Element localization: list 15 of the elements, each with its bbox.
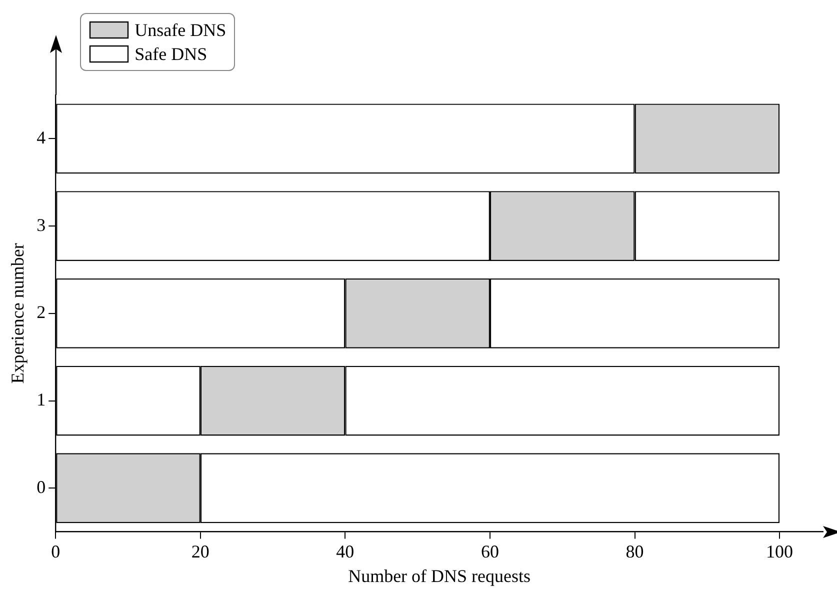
- x-tick-label: 100: [766, 541, 794, 562]
- x-tick-label: 40: [336, 541, 354, 562]
- x-tick-label: 20: [191, 541, 210, 562]
- x-tick-label: 80: [626, 541, 644, 562]
- x-tick-label: 60: [480, 541, 499, 562]
- x-tick-label: 0: [51, 541, 60, 562]
- y-tick-label: 0: [36, 476, 46, 497]
- y-axis-title: Experience number: [8, 243, 28, 384]
- x-axis-title: Number of DNS requests: [348, 566, 531, 586]
- legend-label: Unsafe DNS: [134, 20, 226, 40]
- y-tick-label: 3: [36, 214, 46, 235]
- y-tick-label: 2: [36, 302, 46, 322]
- y-tick-label: 1: [36, 389, 46, 410]
- text: Safe DNS: [134, 44, 208, 64]
- y-tick-label: 4: [36, 127, 46, 148]
